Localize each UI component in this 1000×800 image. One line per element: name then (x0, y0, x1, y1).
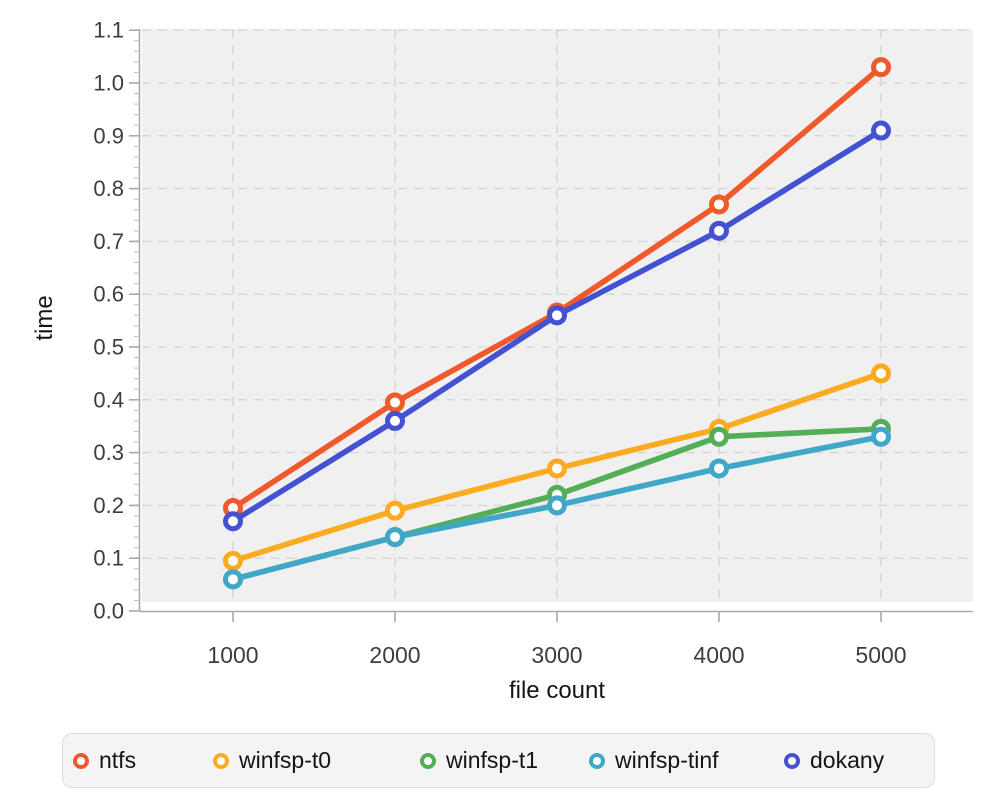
marker-winfsp-tinf (547, 495, 567, 516)
x-tick-label: 5000 (855, 642, 906, 668)
marker-ntfs (871, 57, 891, 78)
legend-label: winfsp-tinf (615, 747, 719, 773)
legend-item-winfsp-t0[interactable]: winfsp-t0 (213, 747, 420, 774)
marker-winfsp-tinf (223, 569, 243, 590)
legend-marker-icon (589, 752, 605, 769)
marker-ntfs (709, 194, 729, 215)
gridlines (142, 29, 973, 602)
marker-dokany (871, 120, 891, 141)
axes: 0.0 0.1 0.2 0.3 0.4 0.5 0.6 0.7 0.8 0.9 1.0 1.1 1000… (93, 18, 973, 668)
legend-label: ntfs (99, 747, 137, 773)
x-tick-label: 1000 (207, 642, 258, 668)
y-tick-label: 0.7 (93, 229, 124, 254)
marker-winfsp-tinf (871, 426, 891, 447)
legend-item-winfsp-tinf[interactable]: winfsp-tinf (589, 747, 784, 774)
y-tick-label: 0.3 (93, 440, 124, 465)
marker-dokany (709, 220, 729, 241)
x-tick-label: 3000 (531, 642, 582, 668)
y-tick-label: 0.1 (93, 546, 124, 571)
legend-label: dokany (810, 747, 885, 773)
y-tick-label: 0.8 (93, 176, 124, 201)
y-tick-label: 1.1 (93, 18, 124, 43)
y-tick-label: 0.6 (93, 282, 124, 307)
marker-winfsp-t0 (223, 550, 243, 571)
marker-winfsp-t0 (871, 363, 891, 384)
legend-item-ntfs[interactable]: ntfs (73, 747, 213, 774)
x-tick-label: 2000 (369, 642, 420, 668)
x-axis-title: file count (508, 677, 606, 704)
y-axis-title: time (31, 295, 58, 341)
legend-marker-icon (420, 752, 436, 769)
legend-label: winfsp-t1 (446, 747, 539, 773)
y-tick-label: 1.0 (93, 71, 124, 96)
legend-marker-icon (213, 752, 229, 769)
y-tick-label: 0.0 (93, 599, 124, 624)
legend-marker-icon (73, 752, 89, 769)
marker-winfsp-t0 (547, 458, 567, 479)
legend-item-dokany[interactable]: dokany (784, 747, 934, 774)
legend-label: winfsp-t0 (239, 747, 332, 773)
y-tick-label: 0.5 (93, 335, 124, 360)
marker-dokany (385, 410, 405, 431)
y-tick-label: 0.4 (93, 387, 124, 412)
legend-item-winfsp-t1[interactable]: winfsp-t1 (420, 747, 589, 774)
marker-dokany (547, 305, 567, 326)
legend-marker-icon (784, 752, 800, 769)
marker-ntfs (385, 392, 405, 413)
marker-winfsp-t0 (385, 500, 405, 521)
marker-winfsp-tinf (385, 527, 405, 548)
series-dokany (223, 120, 891, 532)
x-tick-label: 4000 (693, 642, 744, 668)
plot-canvas: 0.0 0.1 0.2 0.3 0.4 0.5 0.6 0.7 0.8 0.9 1.0 1.1 1000… (93, 18, 973, 668)
legend: ntfs winfsp-t0 winfsp-t1 winfsp-tinf dokany (62, 733, 935, 788)
series-winfsp-t0 (223, 363, 891, 571)
y-tick-label: 0.2 (93, 493, 124, 518)
marker-dokany (223, 511, 243, 532)
marker-winfsp-tinf (709, 458, 729, 479)
series-winfsp-tinf (223, 426, 891, 590)
y-tick-label: 0.9 (93, 123, 124, 148)
marker-winfsp-t1 (709, 426, 729, 447)
